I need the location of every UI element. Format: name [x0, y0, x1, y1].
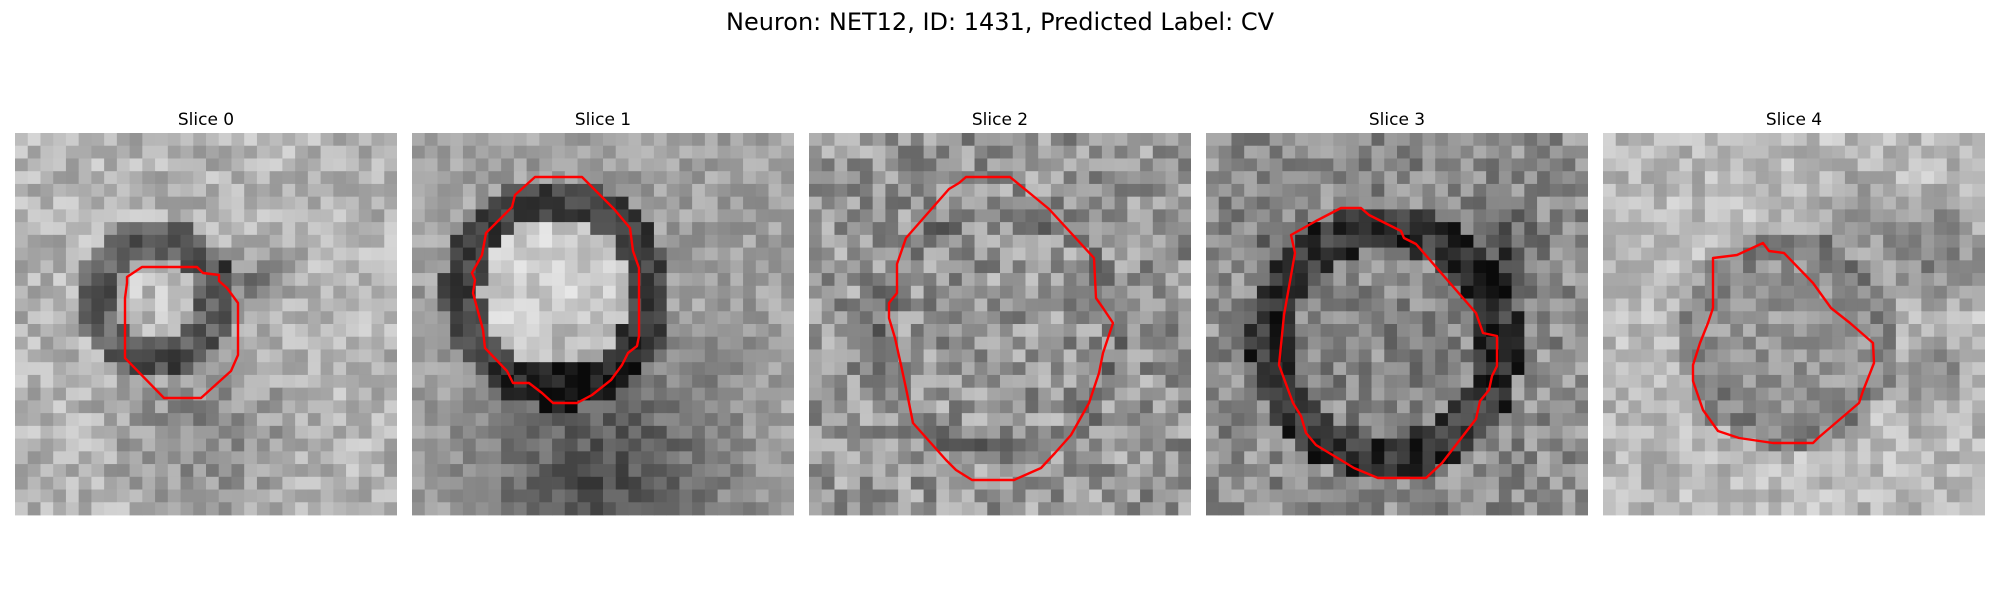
slice-4-title: Slice 4 — [1765, 110, 1823, 130]
slice-2-image — [809, 133, 1191, 516]
slice-1-image — [412, 133, 794, 516]
slice-0-contour — [123, 265, 240, 400]
slice-2-title: Slice 2 — [971, 110, 1029, 130]
slice-1-pixels — [412, 133, 794, 516]
slice-4-contour — [1691, 241, 1876, 445]
slice-3-image — [1206, 133, 1588, 516]
slice-2-pixels — [809, 133, 1191, 516]
slice-4-pixels — [1603, 133, 1985, 516]
slice-2-contour — [887, 175, 1115, 482]
figure-title: Neuron: NET12, ID: 1431, Predicted Label… — [726, 8, 1274, 36]
slice-0-title: Slice 0 — [177, 110, 235, 130]
slice-3-title: Slice 3 — [1368, 110, 1426, 130]
slice-0-pixels — [15, 133, 397, 516]
slice-4-image — [1603, 133, 1985, 516]
slice-0-image — [15, 133, 397, 516]
slice-3-pixels — [1206, 133, 1588, 516]
slice-1-contour — [470, 175, 641, 405]
slice-3-contour — [1277, 206, 1499, 480]
slice-1-title: Slice 1 — [574, 110, 632, 130]
